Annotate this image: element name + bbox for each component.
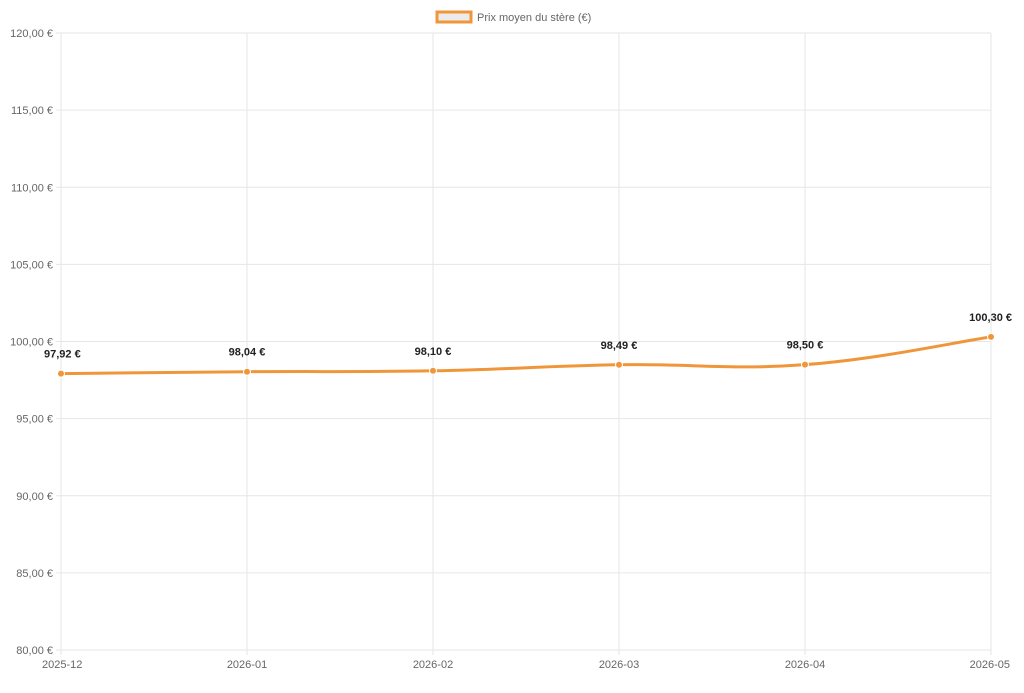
data-point: [429, 366, 437, 375]
x-tick-label: 2026-03: [599, 659, 639, 671]
data-point: [57, 369, 65, 378]
legend[interactable]: Prix moyen du stère (€): [435, 10, 591, 24]
x-tick-label: 2026-05: [970, 659, 1010, 671]
series: [57, 332, 995, 378]
axes: 120,00 € 115,00 € 110,00 € 105,00 € 100,00 €…: [10, 28, 1010, 671]
data-label: 100,30 €: [969, 312, 1012, 324]
data-label: 97,92 €: [44, 349, 81, 361]
legend-swatch[interactable]: [435, 10, 473, 24]
series-line: [59, 335, 993, 376]
data-label: 98,49 €: [601, 340, 638, 352]
x-tick-label: 2026-02: [413, 659, 453, 671]
y-tick-label: 105,00 €: [10, 259, 53, 271]
y-tick-label: 100,00 €: [10, 337, 53, 349]
data-point: [615, 360, 623, 369]
data-point: [801, 360, 809, 369]
grid: [56, 32, 992, 655]
y-tick-label: 80,00 €: [16, 645, 53, 657]
data-label: 98,04 €: [229, 347, 266, 359]
y-tick-label: 90,00 €: [16, 491, 53, 503]
data-point: [987, 332, 995, 341]
y-tick-label: 115,00 €: [11, 105, 53, 117]
x-tick-label: 2026-04: [785, 659, 825, 671]
y-tick-label: 95,00 €: [16, 414, 53, 426]
data-label: 98,50 €: [787, 340, 824, 352]
data-label: 98,10 €: [415, 346, 452, 358]
legend-label[interactable]: Prix moyen du stère (€): [477, 12, 591, 24]
data-point: [243, 367, 251, 376]
y-tick-label: 85,00 €: [16, 568, 53, 580]
x-tick-label: 2025-12: [42, 659, 82, 671]
x-tick-label: 2026-01: [227, 659, 267, 671]
y-tick-label: 120,00 €: [10, 28, 53, 40]
y-tick-label: 110,00 €: [11, 182, 53, 194]
data-labels: 97,92 € 98,04 € 98,10 € 98,49 € 98,50 € 100,3…: [44, 312, 1012, 361]
